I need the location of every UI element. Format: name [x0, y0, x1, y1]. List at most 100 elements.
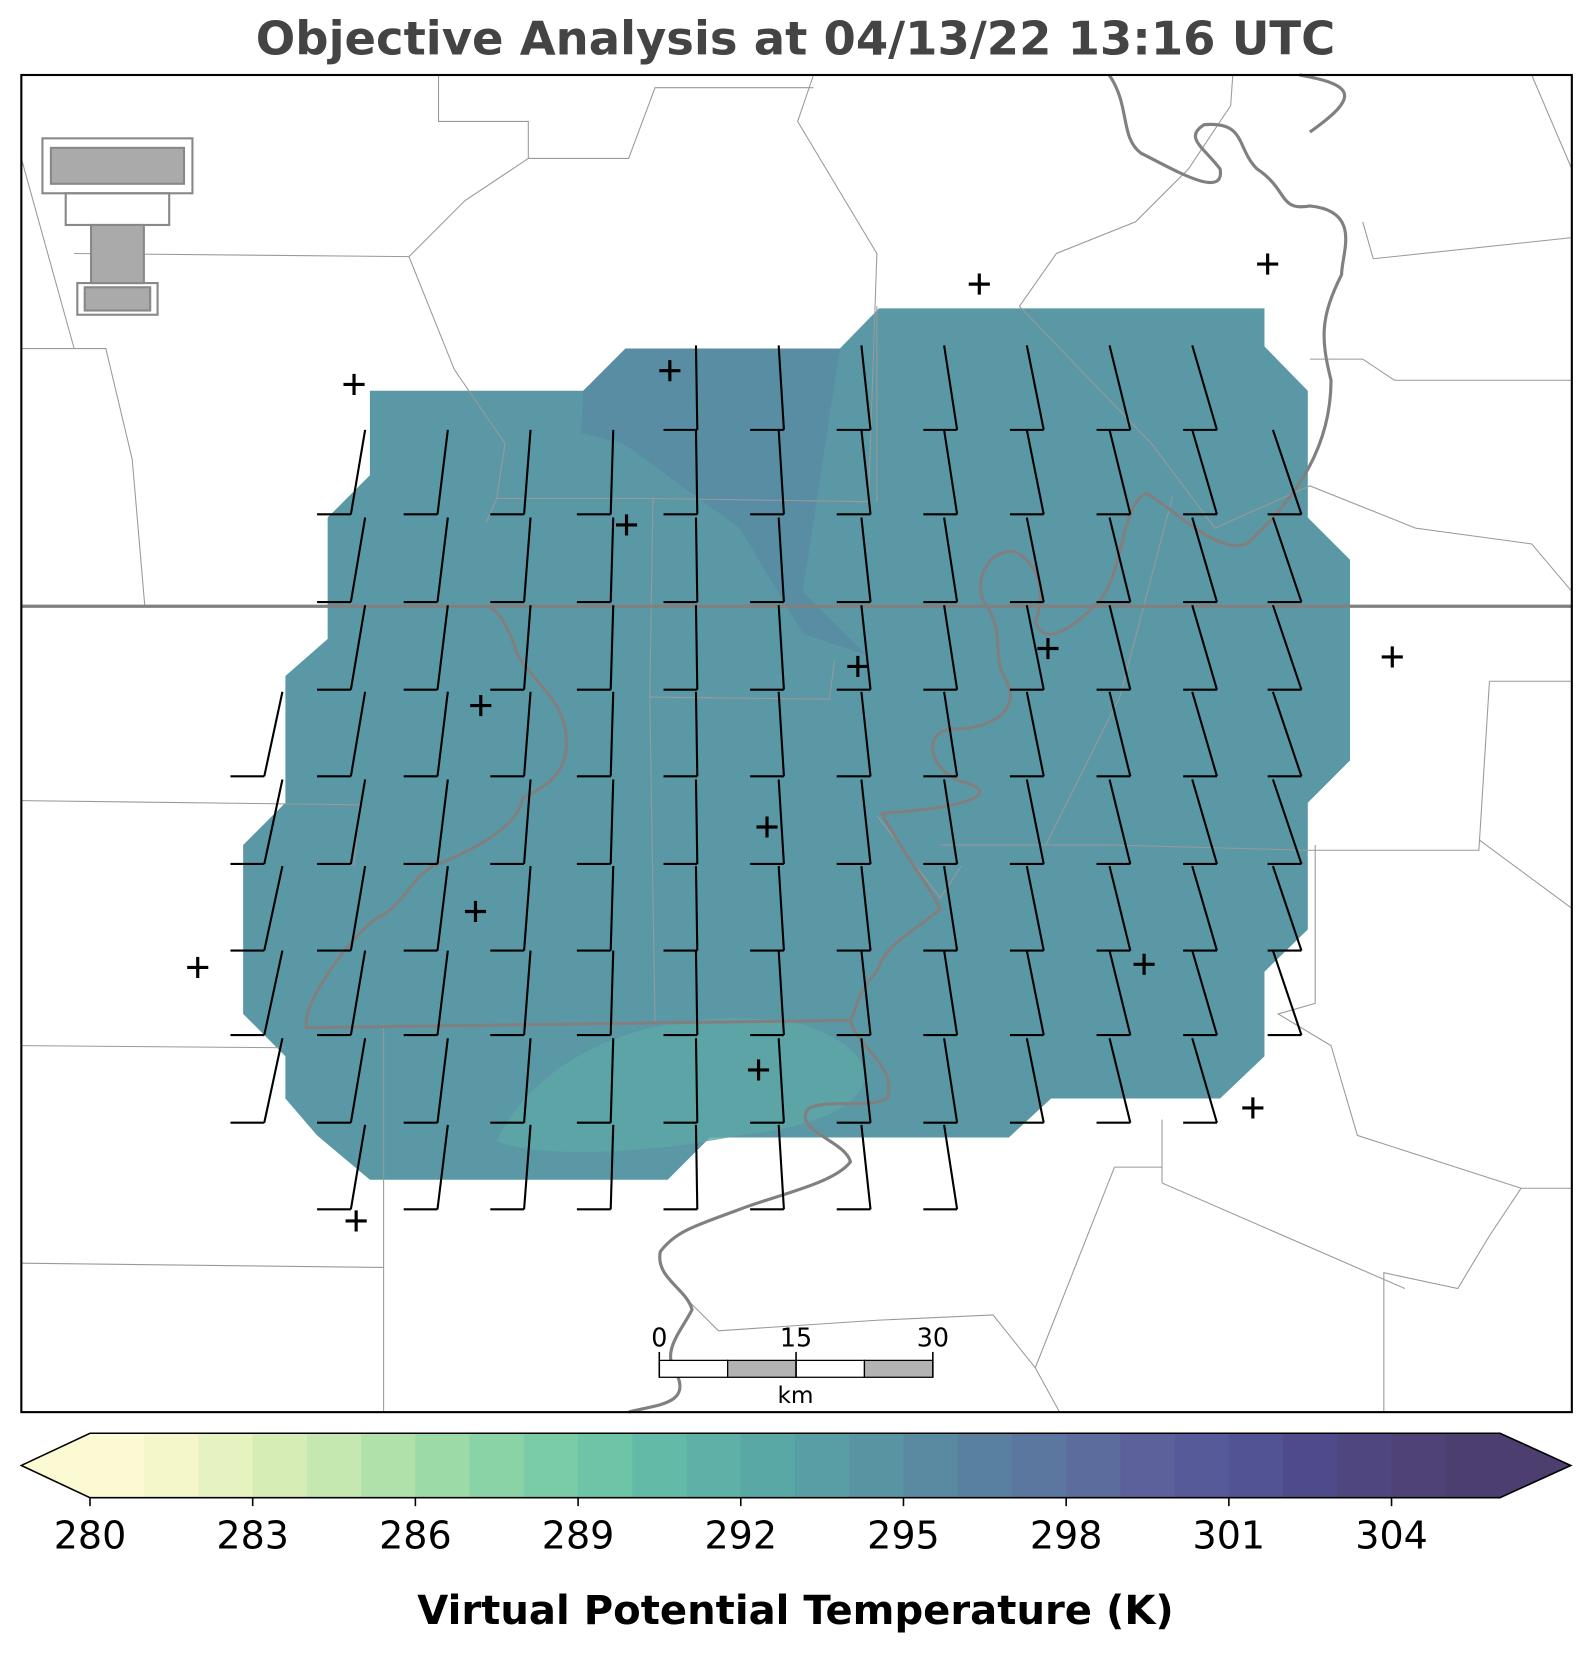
colorbar-segment — [89, 1433, 145, 1498]
wind-barb — [663, 950, 699, 1037]
wind-barb — [490, 691, 532, 778]
wind-barb — [663, 866, 699, 952]
colorbar-segment — [252, 1433, 308, 1498]
wind-barb — [317, 517, 367, 604]
colorbar-segment — [1445, 1433, 1501, 1498]
wind-barb — [1183, 517, 1218, 604]
colorbar-tick-label: 292 — [704, 1513, 777, 1557]
wind-barb — [317, 605, 367, 691]
wind-barbs — [230, 345, 1303, 1211]
station-marker — [847, 655, 869, 678]
station-marker — [343, 373, 365, 396]
map-frame — [20, 73, 1573, 1414]
wind-barb — [836, 691, 872, 778]
wind-barb — [317, 950, 367, 1037]
colorbar-segment — [1120, 1433, 1176, 1498]
wind-barb — [490, 950, 532, 1037]
scale-bar-segment — [658, 1359, 729, 1378]
wind-barb — [836, 1124, 872, 1211]
wind-barb — [403, 950, 449, 1037]
wind-barb — [923, 865, 959, 952]
colorbar-segment — [361, 1433, 416, 1498]
scale-bar-segment — [863, 1359, 934, 1378]
analysis-contour-high — [581, 348, 867, 655]
colorbar-tick-label: 280 — [54, 1513, 127, 1557]
wind-barb — [1009, 429, 1045, 516]
wind-barb — [923, 950, 959, 1037]
analysis-fill — [243, 308, 1351, 1180]
wind-barb — [836, 779, 872, 866]
wind-barb — [1096, 779, 1132, 866]
wind-barb — [576, 429, 615, 516]
wind-barb — [750, 429, 785, 516]
colorbar-segment — [632, 1433, 688, 1498]
wind-barb — [576, 1038, 615, 1124]
wind-barb — [1183, 691, 1218, 778]
colorbar-segment — [198, 1433, 254, 1498]
wind-barb — [576, 779, 615, 866]
wind-barb — [576, 517, 615, 604]
wind-barb — [1183, 865, 1218, 952]
wind-barb — [663, 605, 699, 691]
colorbar-extend-high — [1499, 1432, 1573, 1499]
colorbar-tick-label: 301 — [1193, 1513, 1266, 1557]
wind-barb — [750, 517, 785, 604]
wind-barb — [1267, 691, 1303, 778]
wind-barb — [490, 865, 532, 952]
scale-bar-unit: km — [777, 1382, 813, 1409]
wind-barb — [836, 1038, 872, 1124]
colorbar-segment — [1011, 1433, 1067, 1498]
station-marker — [1381, 646, 1403, 668]
colorbar-tick-label: 283 — [216, 1513, 289, 1557]
wind-barb — [490, 517, 532, 604]
colorbar-segment — [849, 1433, 904, 1498]
wind-barb — [1096, 691, 1132, 778]
wind-barb — [230, 950, 284, 1037]
wind-barb — [1096, 345, 1132, 431]
colorbar: Virtual Potential Temperature (K) 280 283… — [19, 1432, 1573, 1634]
colorbar-segment — [1391, 1433, 1447, 1498]
colorbar-segment — [144, 1433, 199, 1498]
map: km 0 15 30 — [20, 73, 1573, 1414]
wind-barb — [663, 345, 699, 431]
wind-barb — [1096, 1037, 1132, 1124]
wind-barb — [836, 950, 872, 1037]
colorbar-segment — [1228, 1433, 1284, 1498]
wind-barb — [750, 1038, 785, 1124]
station-marker — [756, 816, 778, 838]
scale-bar-label: 30 — [917, 1322, 949, 1352]
wind-barb — [750, 605, 785, 691]
wind-barb — [923, 345, 959, 431]
station-marker — [615, 514, 638, 536]
colorbar-tick-label: 304 — [1355, 1513, 1428, 1557]
scale-bar-label: 0 — [651, 1322, 667, 1352]
wind-barb — [403, 1038, 449, 1124]
wind-barb — [750, 1124, 785, 1211]
wind-barb — [403, 605, 449, 691]
wind-barb — [750, 950, 785, 1037]
wind-barb — [923, 429, 959, 516]
wind-barb — [490, 605, 532, 691]
colorbar-segment — [578, 1433, 633, 1498]
wind-barb — [923, 517, 959, 604]
wind-barb — [490, 429, 532, 516]
colorbar-segment — [469, 1433, 525, 1498]
wind-barb — [230, 865, 284, 952]
wind-barb — [750, 779, 785, 866]
wind-barb — [923, 1124, 959, 1211]
station-marker — [659, 360, 681, 382]
wind-barb — [923, 1038, 959, 1124]
wind-barb — [1009, 604, 1045, 691]
station-marker — [345, 1210, 367, 1232]
wind-barb — [750, 345, 785, 431]
wind-barb — [403, 1124, 449, 1211]
wind-barb — [1183, 604, 1218, 691]
wind-barb — [1009, 691, 1045, 778]
wind-barb — [836, 605, 872, 691]
station-marker — [187, 956, 209, 979]
wind-barb — [1183, 345, 1218, 431]
wind-barb — [836, 517, 872, 604]
wind-barb — [230, 779, 284, 866]
station-marker — [747, 1059, 770, 1081]
wind-barb — [576, 950, 615, 1037]
